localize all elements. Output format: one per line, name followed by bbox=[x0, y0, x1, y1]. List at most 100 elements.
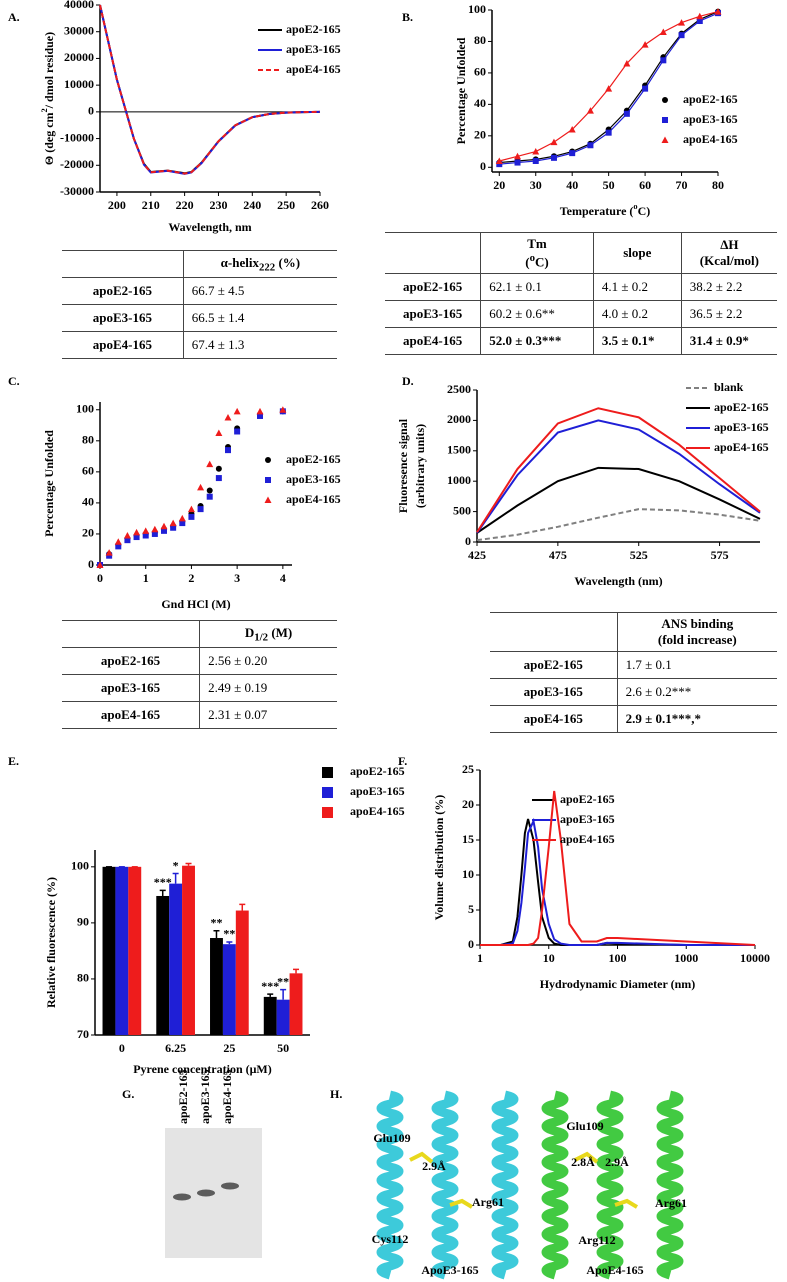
y-tick-label: 10 bbox=[462, 867, 474, 881]
y-axis-title-sup: 2 bbox=[40, 108, 49, 112]
marker bbox=[234, 428, 241, 435]
marker bbox=[605, 129, 612, 136]
marker bbox=[224, 414, 232, 421]
marker bbox=[151, 525, 159, 533]
significance-label: * bbox=[173, 858, 179, 872]
y-tick-label: 500 bbox=[453, 503, 471, 517]
legend-label: apoE3-165 bbox=[286, 472, 341, 486]
panel-label: F. bbox=[398, 754, 407, 768]
marker bbox=[532, 157, 539, 164]
cell-text: 1/2 bbox=[254, 631, 269, 644]
helix bbox=[376, 1090, 404, 1280]
x-tick-label: 60 bbox=[639, 178, 651, 192]
marker bbox=[550, 154, 557, 161]
table-cell: 1.7 ± 0.1 bbox=[616, 651, 777, 679]
marker bbox=[661, 136, 669, 143]
x-tick-label: 250 bbox=[277, 198, 295, 212]
cell-text: ΔH bbox=[720, 237, 739, 253]
bar bbox=[169, 883, 183, 1035]
legend-label: apoE3-165 bbox=[286, 42, 341, 56]
marker bbox=[197, 506, 204, 513]
legend-label: apoE4-165 bbox=[350, 804, 405, 818]
legend-label: apoE2-165 bbox=[714, 400, 769, 414]
x-tick-label: 0 bbox=[97, 571, 103, 585]
marker bbox=[215, 429, 223, 437]
table-cell: 60.2 ± 0.6** bbox=[480, 300, 594, 329]
x-axis-title-part: Temperature ( bbox=[560, 204, 634, 218]
x-axis-title: Hydrodynamic Diameter (nm) bbox=[540, 977, 696, 991]
x-tick-label: 4 bbox=[280, 571, 286, 585]
marker bbox=[678, 32, 685, 39]
x-tick-label: 575 bbox=[711, 548, 729, 562]
bar bbox=[263, 996, 277, 1035]
y-tick-label: 70 bbox=[77, 1027, 89, 1041]
x-tick-label: 80 bbox=[712, 178, 724, 192]
legend-label: blank bbox=[714, 380, 744, 394]
table-cell: 52.0 ± 0.3*** bbox=[480, 327, 594, 356]
table-cell: apoE3-165 bbox=[490, 678, 618, 706]
bar bbox=[289, 973, 303, 1035]
y-tick-label: 25 bbox=[462, 762, 474, 776]
table-row: apoE4-165 52.0 ± 0.3*** 3.5 ± 0.1* 31.4 ± 0… bbox=[385, 327, 777, 356]
marker bbox=[169, 519, 177, 527]
x-tick-label: 220 bbox=[176, 198, 194, 212]
y-tick-label: -20000 bbox=[60, 157, 94, 171]
cell-text: 222 bbox=[258, 261, 276, 274]
series-line bbox=[476, 508, 761, 542]
y-tick-label: 20 bbox=[462, 797, 474, 811]
cell-text: Tm bbox=[527, 236, 547, 251]
marker bbox=[696, 18, 703, 25]
cell-text: α-helix bbox=[220, 254, 259, 270]
series-line bbox=[480, 817, 755, 946]
lane-label: apoE2-165 bbox=[176, 1069, 190, 1124]
x-tick-label: 1 bbox=[477, 951, 483, 965]
error-bar bbox=[239, 903, 246, 911]
x-axis-title-part: C) bbox=[638, 204, 651, 218]
error-bar bbox=[185, 862, 192, 866]
table-cell: 2.31 ± 0.07 bbox=[199, 701, 337, 729]
x-tick-label: 30 bbox=[530, 178, 542, 192]
cell-text: ANS binding bbox=[661, 616, 734, 631]
marker bbox=[215, 475, 222, 482]
x-tick-label: 100 bbox=[609, 951, 627, 965]
y-tick-label: 40000 bbox=[64, 0, 94, 11]
y-tick-label: 2500 bbox=[447, 382, 471, 396]
table-cell: apoE4-165 bbox=[62, 331, 184, 359]
y-axis-title: Θ (deg cm2/ dmol residue) bbox=[40, 32, 55, 165]
x-tick-label: 3 bbox=[234, 571, 240, 585]
marker bbox=[206, 487, 213, 494]
y-tick-label: 90 bbox=[77, 915, 89, 929]
header-cell bbox=[385, 231, 481, 275]
x-tick-label: 200 bbox=[108, 198, 126, 212]
gel-band bbox=[197, 1189, 215, 1197]
panel-label: A. bbox=[8, 10, 20, 24]
y-tick-label: 60 bbox=[474, 65, 486, 79]
table-row: apoE4-165 67.4 ± 1.3 bbox=[62, 331, 337, 359]
structure-caption: ApoE4-165 bbox=[586, 1263, 643, 1277]
marker bbox=[514, 159, 521, 166]
lane-label: apoE3-165 bbox=[198, 1069, 212, 1124]
marker bbox=[265, 457, 271, 463]
y-tick-label: 30000 bbox=[64, 23, 94, 37]
x-tick-label: 50 bbox=[277, 1041, 289, 1055]
y-tick-label: 15 bbox=[462, 832, 474, 846]
error-bar bbox=[159, 889, 166, 896]
y-axis-title: Fluoresence signal bbox=[396, 418, 410, 513]
marker bbox=[532, 148, 540, 155]
y-tick-label: 0 bbox=[480, 159, 486, 173]
table-cell: 38.2 ± 2.2 bbox=[680, 273, 777, 302]
marker bbox=[265, 477, 271, 483]
legend-label: apoE3-165 bbox=[560, 812, 615, 826]
y-tick-label: 100 bbox=[76, 402, 94, 416]
legend-label: apoE3-165 bbox=[683, 112, 738, 126]
header-row: α-helix222 (%) bbox=[62, 250, 337, 278]
marker bbox=[197, 483, 205, 491]
marker bbox=[495, 157, 503, 164]
y-tick-label: 20000 bbox=[64, 50, 94, 64]
header-row: Tm (oC) slope ΔH (Kcal/mol) bbox=[385, 231, 777, 275]
bar bbox=[156, 895, 170, 1035]
header-cell: ANS binding (fold increase) bbox=[616, 612, 777, 652]
table-cell: 2.6 ± 0.2*** bbox=[616, 678, 777, 706]
marker bbox=[256, 407, 264, 415]
x-tick-label: 260 bbox=[311, 198, 329, 212]
